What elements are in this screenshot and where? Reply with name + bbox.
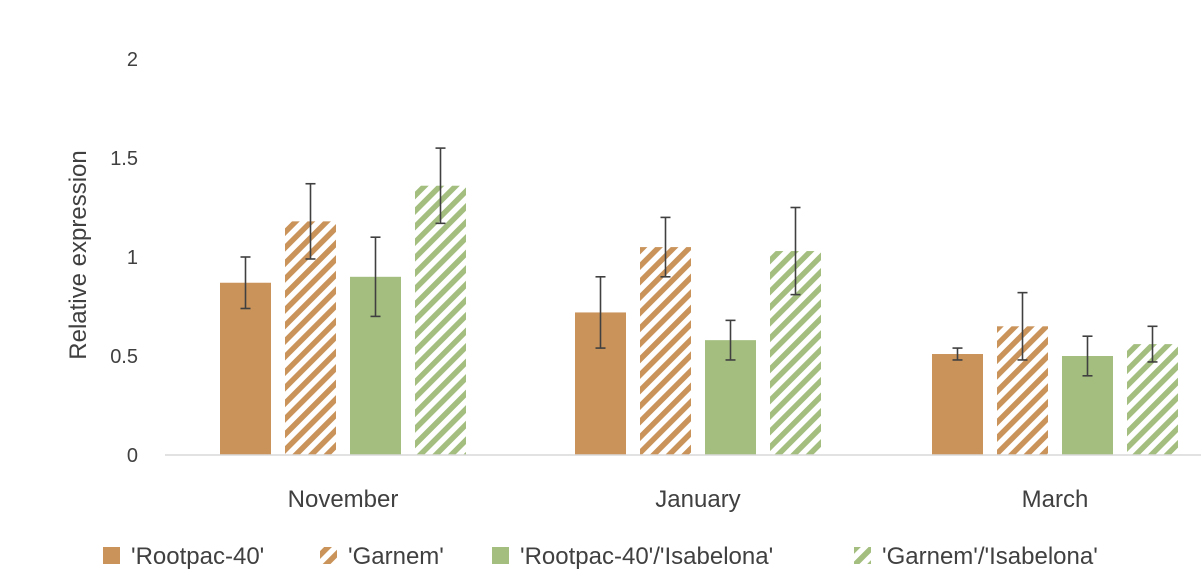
error-bar (660, 216, 671, 278)
bar (220, 282, 271, 455)
error-bar (790, 206, 801, 296)
error-bar (1082, 335, 1093, 377)
error-bar (952, 347, 963, 361)
error-bar (305, 182, 316, 260)
legend-item: 'Garnem' (320, 543, 444, 570)
bars-layer (220, 185, 1178, 455)
bar (932, 354, 983, 455)
bar (285, 221, 336, 455)
y-tick-label: 1 (127, 247, 138, 269)
bar (640, 247, 691, 455)
legend-label: 'Rootpac-40'/'Isabelona' (520, 543, 773, 570)
x-category-label: November (288, 486, 399, 513)
legend-item: 'Garnem'/'Isabelona' (854, 543, 1098, 570)
legend-item: 'Rootpac-40' (103, 543, 264, 570)
error-bar (1147, 325, 1158, 363)
error-bar (370, 236, 381, 318)
y-tick-label: 1.5 (110, 148, 138, 170)
y-tick-label: 0.5 (110, 346, 138, 368)
y-tick-label: 0 (127, 445, 138, 467)
y-tick-label: 2 (127, 49, 138, 71)
error-bar (435, 147, 446, 225)
legend-swatch (492, 547, 509, 564)
y-axis-ticks: 0 0.5 1 1.5 2 (110, 49, 138, 467)
legend-item: 'Rootpac-40'/'Isabelona' (492, 543, 773, 570)
error-bar (725, 319, 736, 361)
error-bars-layer (240, 147, 1158, 377)
legend-label: 'Rootpac-40' (131, 543, 264, 570)
legend-swatch (854, 547, 871, 564)
x-axis-labels: November January March (288, 486, 1089, 513)
legend: 'Rootpac-40' 'Garnem' 'Rootpac-40'/'Isabel… (103, 543, 1098, 570)
y-axis-title: Relative expression (65, 150, 92, 359)
x-category-label: January (655, 486, 740, 513)
bar (415, 185, 466, 455)
x-category-label: March (1022, 486, 1089, 513)
error-bar (240, 256, 251, 310)
legend-swatch (103, 547, 120, 564)
error-bar (1017, 291, 1028, 361)
legend-label: 'Garnem'/'Isabelona' (882, 543, 1098, 570)
legend-swatch (320, 547, 337, 564)
legend-label: 'Garnem' (348, 543, 444, 570)
error-bar (595, 275, 606, 349)
